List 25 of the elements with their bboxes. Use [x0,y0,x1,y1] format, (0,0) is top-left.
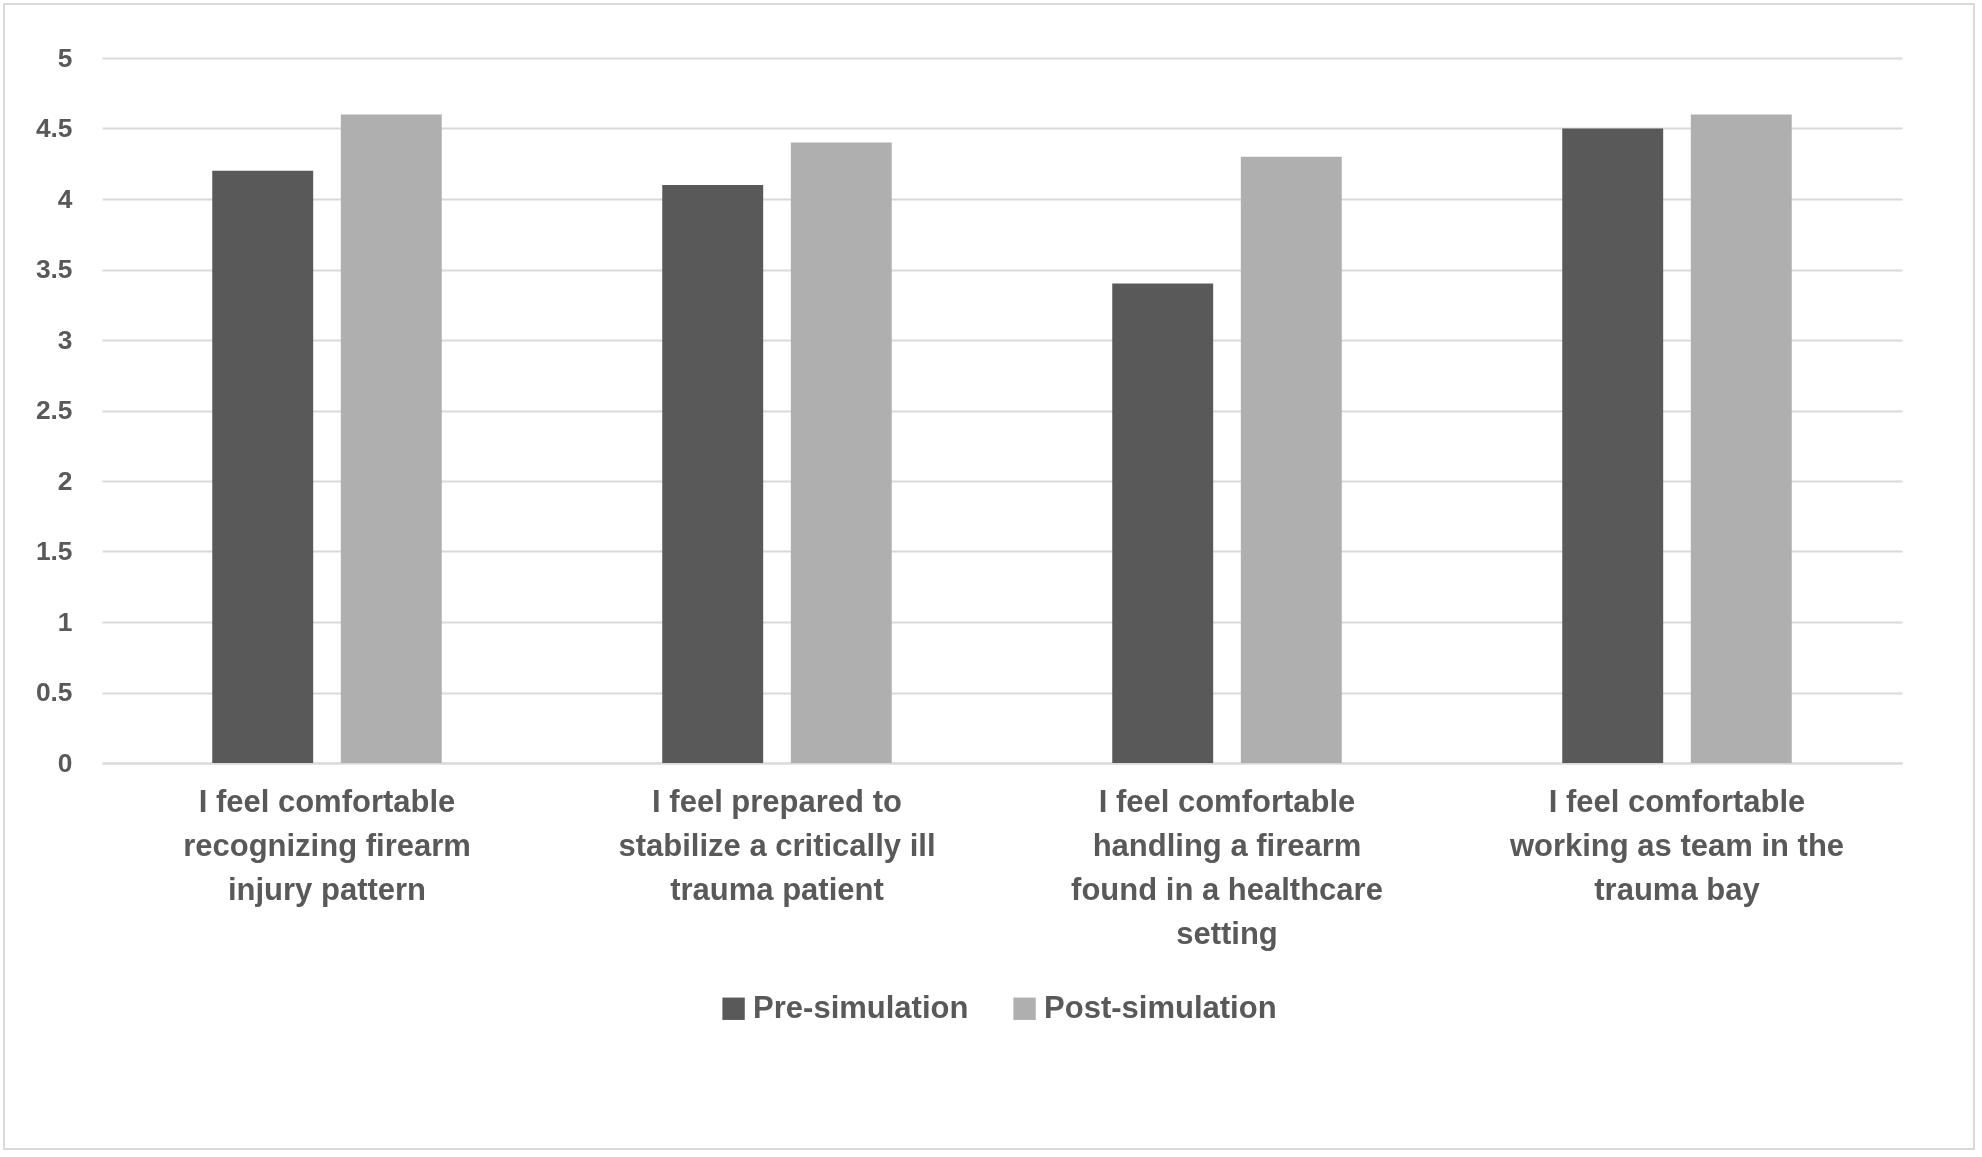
bar [1240,156,1342,763]
y-tick-label: 3.5 [35,254,73,284]
y-tick-label: 4.5 [35,113,73,143]
y-tick-label: 3 [57,324,73,355]
y-tick-label: 1.5 [35,536,73,566]
x-tick-label: I feel comfortable handling a firearm found in a healthcare setting [1071,783,1383,951]
x-tick-label: I feel comfortable working as team in the trauma bay [1508,783,1845,907]
legend-label: Pre-simulation [753,989,969,1025]
bar [340,114,442,763]
y-tick-label: 5 [57,42,73,73]
legend-label: Post-simulation [1044,989,1277,1025]
x-tick-label: I feel prepared to stabilize a critically ill trauma patient [618,783,936,907]
y-tick-label: 0 [57,747,73,778]
y-tick-label: 1 [57,606,73,637]
bar [662,184,764,763]
bar [790,142,892,763]
bar [1562,128,1664,763]
y-tick-label: 4 [57,183,73,214]
y-tick-label: 2 [57,465,73,496]
bar [1112,283,1214,763]
x-tick-label: I feel comfortable recognizing firearm injury pattern [183,783,471,907]
y-tick-label: 2.5 [35,395,73,425]
y-tick-label: 0.5 [35,677,73,707]
bar [212,170,314,763]
bar [1690,114,1792,763]
